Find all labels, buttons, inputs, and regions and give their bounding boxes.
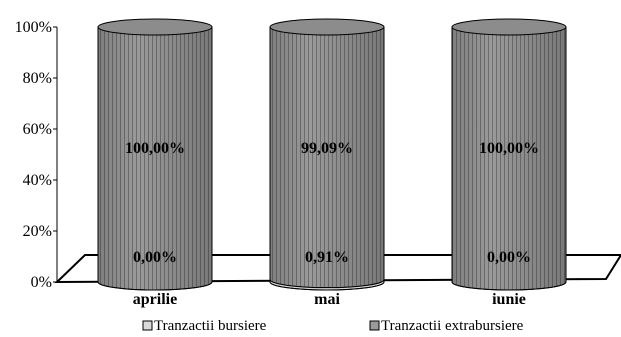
y-tick-label: 80% — [23, 70, 52, 87]
data-label-extrabursiere: 99,09% — [301, 140, 353, 157]
legend: Tranzactii bursiere Tranzactii extrabursi… — [142, 318, 524, 334]
bar-base-arc — [97, 281, 213, 291]
y-tick-label: 20% — [23, 223, 52, 240]
data-label-extrabursiere: 100,00% — [125, 140, 185, 157]
x-category-label: aprilie — [133, 291, 177, 308]
legend-swatch — [369, 320, 380, 331]
bar-top-cap — [269, 18, 385, 36]
y-tick-label: 0% — [31, 274, 52, 291]
x-category-label: iunie — [492, 291, 526, 308]
data-label-bursiere: 0,91% — [305, 249, 349, 266]
data-label-bursiere: 0,00% — [487, 249, 531, 266]
bar-cylinder — [97, 18, 213, 291]
y-tick-label: 40% — [23, 172, 52, 189]
data-label-bursiere: 0,00% — [133, 249, 177, 266]
legend-label: Tranzactii extrabursiere — [381, 318, 524, 334]
bars — [97, 18, 567, 291]
bar-top-cap — [451, 18, 567, 36]
x-axis-labels: aprilie mai iunie — [133, 291, 526, 308]
bar-shading — [452, 27, 566, 290]
bar-base-arc — [269, 281, 385, 291]
legend-item: Tranzactii bursiere — [142, 318, 267, 334]
legend-swatch — [142, 320, 153, 331]
x-category-label: mai — [314, 291, 340, 308]
bar-shading — [270, 27, 384, 288]
bar-base-arc — [451, 281, 567, 291]
legend-label: Tranzactii bursiere — [154, 318, 267, 334]
bar-cylinder — [269, 18, 385, 291]
y-tick-label: 60% — [23, 121, 52, 138]
bar-top-cap — [97, 18, 213, 36]
legend-item: Tranzactii extrabursiere — [369, 318, 524, 334]
y-axis: 0% 20% 40% 60% 80% 100% — [15, 19, 58, 291]
y-tick-label: 100% — [15, 19, 52, 36]
data-label-extrabursiere: 100,00% — [479, 140, 539, 157]
bar-cylinder — [451, 18, 567, 291]
data-labels: 100,00% 0,00% 99,09% 0,91% 100,00% 0,00% — [125, 140, 539, 266]
bar-shading — [98, 27, 212, 290]
